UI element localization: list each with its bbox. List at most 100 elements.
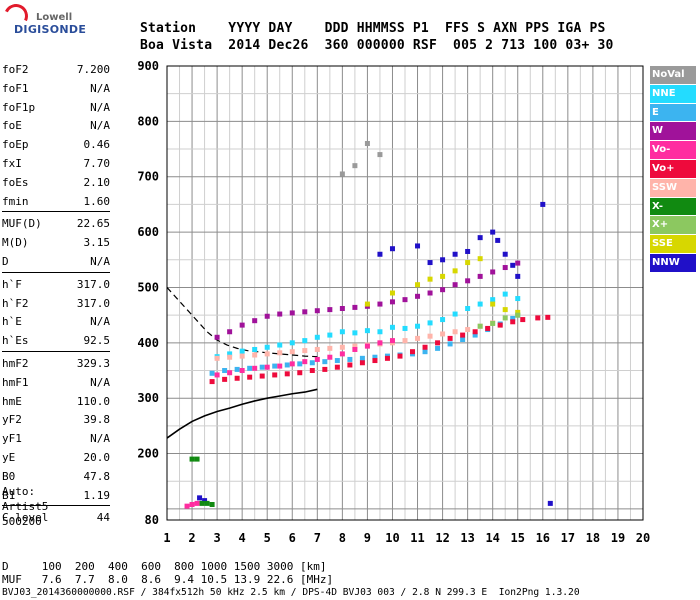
echo-point xyxy=(402,338,408,344)
echo-point xyxy=(227,354,233,360)
legend-item: NNE xyxy=(650,84,696,104)
echo-point xyxy=(227,351,233,357)
param-value: N/A xyxy=(90,254,110,268)
echo-point xyxy=(197,495,203,501)
echo-point xyxy=(389,338,395,344)
param-row: hmE 110.0 xyxy=(2,392,110,411)
echo-point xyxy=(339,171,345,177)
echo-point xyxy=(510,315,516,321)
x-tick-label: 11 xyxy=(410,531,424,545)
param-row: h`F2 317.0 xyxy=(2,294,110,313)
echo-point xyxy=(272,372,278,378)
echo-point xyxy=(214,372,220,378)
echo-point xyxy=(289,349,295,355)
echo-point xyxy=(540,201,546,207)
echo-point xyxy=(202,498,208,504)
echo-point xyxy=(234,375,240,381)
echo-point xyxy=(252,365,258,371)
param-value: 317.0 xyxy=(76,296,110,310)
lowell-digisonde-logo: Lowell DIGISONDE xyxy=(0,0,86,42)
echo-point xyxy=(377,152,383,158)
param-label: hmF2 xyxy=(2,356,29,370)
echo-point xyxy=(435,340,441,346)
echo-point xyxy=(545,314,551,320)
echo-point xyxy=(364,301,370,307)
echo-point xyxy=(252,352,258,358)
echo-point xyxy=(502,307,508,313)
echo-point xyxy=(277,363,283,369)
legend-item: NNW xyxy=(650,253,696,273)
param-separator xyxy=(2,271,110,273)
echo-point xyxy=(359,355,365,361)
echo-point xyxy=(252,346,258,352)
echo-point xyxy=(364,343,370,349)
echo-point xyxy=(199,500,205,506)
echo-point xyxy=(234,366,240,372)
echo-point xyxy=(284,371,290,377)
param-separator xyxy=(2,350,110,352)
param-row: foE N/A xyxy=(2,116,110,135)
param-row: yE 20.0 xyxy=(2,448,110,467)
param-row: M(D) 3.15 xyxy=(2,233,110,252)
echo-point xyxy=(289,310,295,316)
echo-point xyxy=(227,370,233,376)
param-value: 110.0 xyxy=(76,394,110,408)
plasma-frequency-dashed-curve xyxy=(166,287,318,358)
x-tick-label: 4 xyxy=(239,531,246,545)
echo-point xyxy=(359,360,365,366)
y-tick-label: 900 xyxy=(137,59,159,73)
echo-point xyxy=(289,361,295,367)
echo-point xyxy=(452,251,458,257)
legend-item: SSE xyxy=(650,235,696,254)
param-label: foEs xyxy=(2,175,29,189)
param-row: C-level 44 xyxy=(2,508,110,527)
echo-point xyxy=(465,260,471,266)
echo-point xyxy=(339,329,345,335)
param-value: 1.60 xyxy=(83,194,111,208)
y-tick-label: 700 xyxy=(137,170,159,184)
echo-point xyxy=(422,344,428,350)
y-tick-label: 300 xyxy=(137,391,159,405)
param-value: 92.5 xyxy=(83,334,111,348)
echo-point xyxy=(535,315,541,321)
y-tick-label: 600 xyxy=(137,225,159,239)
echo-point xyxy=(247,374,253,380)
echo-point xyxy=(502,291,508,297)
echo-point xyxy=(415,243,421,249)
param-value: N/A xyxy=(90,119,110,133)
logo-text-digisonde: DIGISONDE xyxy=(14,23,87,36)
echo-point xyxy=(347,362,353,368)
plot-frame xyxy=(166,65,644,521)
echo-point xyxy=(259,373,265,379)
echo-point xyxy=(222,368,228,374)
echo-point xyxy=(297,370,303,376)
echo-point xyxy=(427,320,433,326)
echo-point xyxy=(339,351,345,357)
param-value: 47.8 xyxy=(83,469,111,483)
echo-point xyxy=(515,312,521,318)
y-tick-label: 500 xyxy=(137,280,159,294)
legend-item: W xyxy=(650,122,696,142)
echo-point xyxy=(214,355,220,361)
electron-density-profile-line xyxy=(166,388,318,439)
x-tick-label: 2 xyxy=(188,531,195,545)
y-tick-label: 200 xyxy=(137,447,159,461)
distance-row: D 100 200 400 600 800 1000 1500 3000 [km… xyxy=(2,560,327,573)
param-label: B0 xyxy=(2,469,16,483)
echo-point xyxy=(440,317,446,323)
file-info-row: BVJ03_2014360000000.RSF / 384fx512h 50 k… xyxy=(2,587,580,598)
echo-point xyxy=(502,265,508,271)
param-value: 44 xyxy=(96,511,110,525)
echo-point xyxy=(327,332,333,338)
echo-point xyxy=(352,346,358,352)
echo-point xyxy=(440,287,446,293)
echo-point xyxy=(352,330,358,336)
x-tick-label: 20 xyxy=(636,531,650,545)
echo-point xyxy=(204,500,210,506)
echo-point xyxy=(272,363,278,369)
echo-point xyxy=(209,501,215,507)
param-value: 22.65 xyxy=(76,217,110,231)
legend-item: E xyxy=(650,103,696,123)
echo-point xyxy=(314,356,320,362)
legend-item: Vo+ xyxy=(650,159,696,179)
